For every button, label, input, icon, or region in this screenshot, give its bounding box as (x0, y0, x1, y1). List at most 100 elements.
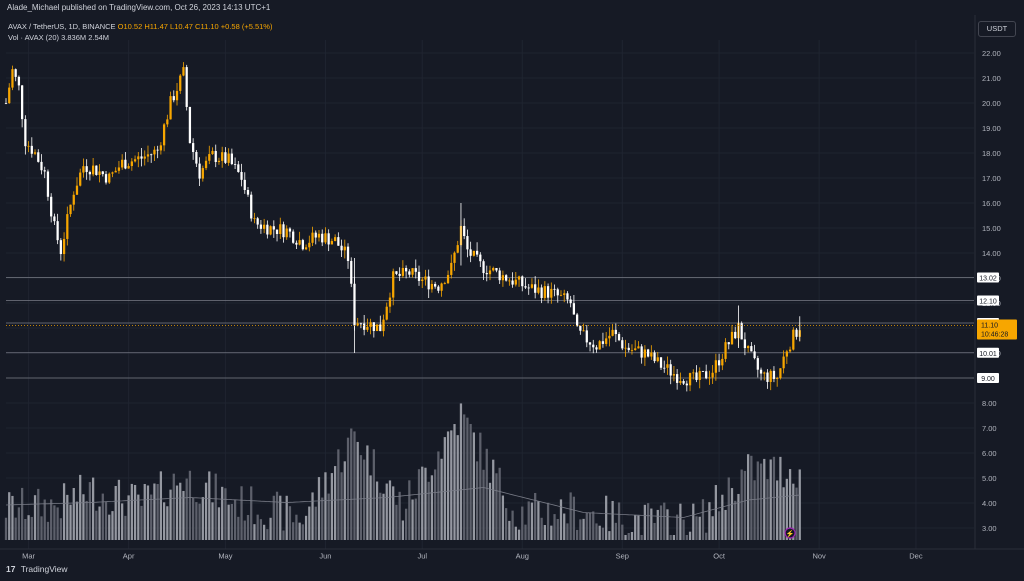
candle-body (314, 232, 317, 238)
candle-body (133, 159, 137, 162)
volume-bar (688, 531, 692, 540)
y-tick-label: 4.00 (982, 499, 997, 508)
volume-bar (214, 473, 217, 540)
candle-body (117, 167, 121, 171)
volume-bar (337, 449, 340, 540)
y-tick-label: 20.00 (982, 99, 1001, 108)
volume-bar (643, 504, 647, 540)
volume-bar (543, 525, 546, 540)
volume-bar (330, 473, 334, 540)
volume-bar (195, 502, 198, 540)
volume-bar (224, 488, 227, 540)
volume-bar (46, 521, 50, 540)
volume-bar (140, 505, 143, 540)
brand-name: TradingView (20, 564, 68, 574)
volume-bar (730, 488, 734, 540)
volume-bar (566, 523, 569, 540)
volume-label[interactable]: Vol · AVAX (20) (8, 33, 59, 42)
volume-bar (162, 502, 166, 540)
volume-bar (11, 495, 14, 540)
volume-bar (317, 477, 321, 540)
candle-body (772, 370, 776, 379)
volume-bar (301, 524, 304, 540)
candle-body (556, 289, 559, 296)
candle-body (417, 271, 421, 281)
volume-bar (630, 531, 634, 540)
volume-bar (372, 449, 375, 540)
volume-bar (8, 492, 11, 540)
candle-body (592, 344, 595, 348)
volume-bar (295, 514, 298, 540)
candle-body (11, 69, 14, 88)
volume-bar (198, 503, 201, 540)
candle-body (404, 267, 408, 272)
currency-button[interactable]: USDT (978, 21, 1016, 37)
candle-body (43, 170, 46, 172)
volume-bar (404, 508, 408, 540)
y-tick-label: 3.00 (982, 524, 997, 533)
volume-bar (579, 519, 582, 540)
candle-body (192, 143, 195, 152)
y-tick-label: 17.00 (982, 174, 1001, 183)
event-badge-glyph: ⚡ (786, 529, 795, 538)
candle-body (524, 286, 527, 288)
volume-bar (595, 523, 598, 540)
candle-body (634, 348, 637, 351)
candle-body (59, 240, 62, 255)
volume-bar (588, 512, 592, 540)
candle-body (159, 145, 163, 151)
candle-body (511, 280, 514, 285)
candle-body (98, 171, 101, 175)
volume-bar (511, 510, 514, 540)
candle-body (101, 171, 104, 175)
candle-body (240, 171, 243, 180)
volume-bar (495, 473, 498, 540)
candle-body (776, 377, 779, 379)
candle-body (582, 330, 585, 332)
level-tag-label: 10.01 (979, 351, 997, 358)
volume-bar (379, 492, 382, 540)
candle-body (243, 179, 246, 191)
candle-body (534, 284, 537, 293)
candle-body (650, 352, 653, 357)
volume-bar (569, 492, 572, 540)
x-tick-label: Jun (319, 551, 331, 560)
volume-bar (466, 417, 469, 540)
volume-bar (192, 497, 195, 540)
volume-bar (585, 512, 588, 540)
candle-body (627, 347, 630, 351)
volume-bar (359, 455, 363, 540)
candle-body (724, 342, 727, 359)
volume-bar (424, 467, 427, 540)
candle-body (233, 164, 237, 165)
candle-body (456, 245, 459, 253)
candle-body (308, 242, 311, 248)
volume-bar (611, 500, 614, 540)
candle-body (421, 279, 424, 281)
candle-body (33, 152, 37, 154)
volume-bar (488, 482, 492, 540)
candle-body (288, 228, 292, 232)
volume-bar (411, 499, 414, 540)
volume-bar (440, 458, 443, 540)
volume-bar (211, 502, 214, 540)
candle-body (792, 329, 795, 350)
volume-bar (40, 516, 43, 540)
candle-body (595, 347, 598, 350)
volume-bar (656, 509, 659, 540)
candle-body (130, 161, 133, 167)
candle-body (550, 288, 553, 298)
volume-bar (524, 524, 527, 540)
candle-body (588, 342, 592, 345)
footer-brand[interactable]: 17 TradingView (6, 564, 67, 574)
symbol-name[interactable]: AVAX / TetherUS, 1D, BINANCE (8, 22, 116, 31)
volume-bar (521, 506, 524, 540)
candle-body (705, 371, 708, 379)
candle-body (227, 153, 230, 163)
volume-bar (79, 474, 82, 540)
candle-body (108, 173, 111, 183)
candle-body (640, 346, 643, 358)
volume-bar (53, 505, 56, 540)
volume-bar (121, 503, 124, 540)
